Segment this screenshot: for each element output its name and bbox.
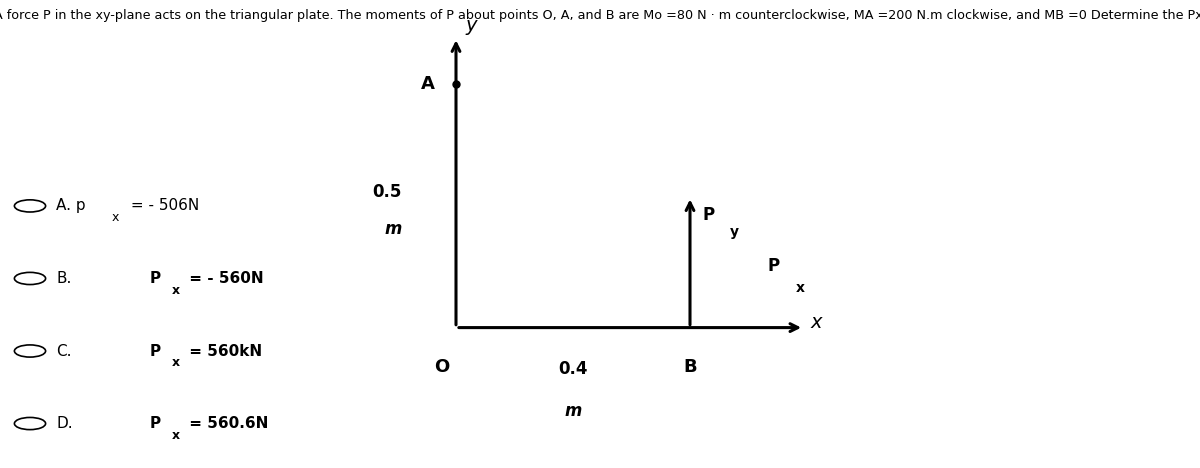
Text: = 560kN: = 560kN [184, 344, 262, 358]
Text: x: x [172, 284, 180, 297]
Text: 0.4: 0.4 [558, 360, 588, 378]
Text: = 560.6N: = 560.6N [184, 416, 268, 431]
Text: P: P [702, 206, 714, 224]
Text: = - 560N: = - 560N [184, 271, 263, 286]
Text: B: B [683, 358, 697, 376]
Text: A force P in the xy-plane acts on the triangular plate. The moments of P about p: A force P in the xy-plane acts on the tr… [0, 9, 1200, 22]
Text: P: P [150, 271, 161, 286]
Text: y: y [730, 225, 739, 239]
Text: = - 506N: = - 506N [126, 198, 199, 213]
Text: x: x [810, 314, 822, 332]
Text: m: m [385, 220, 402, 238]
Text: y: y [466, 16, 478, 35]
Text: m: m [564, 402, 582, 420]
Text: P: P [150, 344, 161, 358]
Text: x: x [172, 356, 180, 369]
Text: P: P [150, 416, 161, 431]
Text: 0.5: 0.5 [373, 183, 402, 201]
Text: D.: D. [56, 416, 73, 431]
Text: C.: C. [56, 344, 72, 358]
Text: x: x [112, 211, 119, 224]
Text: O: O [434, 358, 449, 376]
Text: B.: B. [56, 271, 72, 286]
Text: x: x [796, 281, 804, 295]
Text: x: x [172, 429, 180, 442]
Text: A. p: A. p [56, 198, 86, 213]
Text: A: A [420, 75, 434, 93]
Text: P: P [768, 257, 780, 275]
